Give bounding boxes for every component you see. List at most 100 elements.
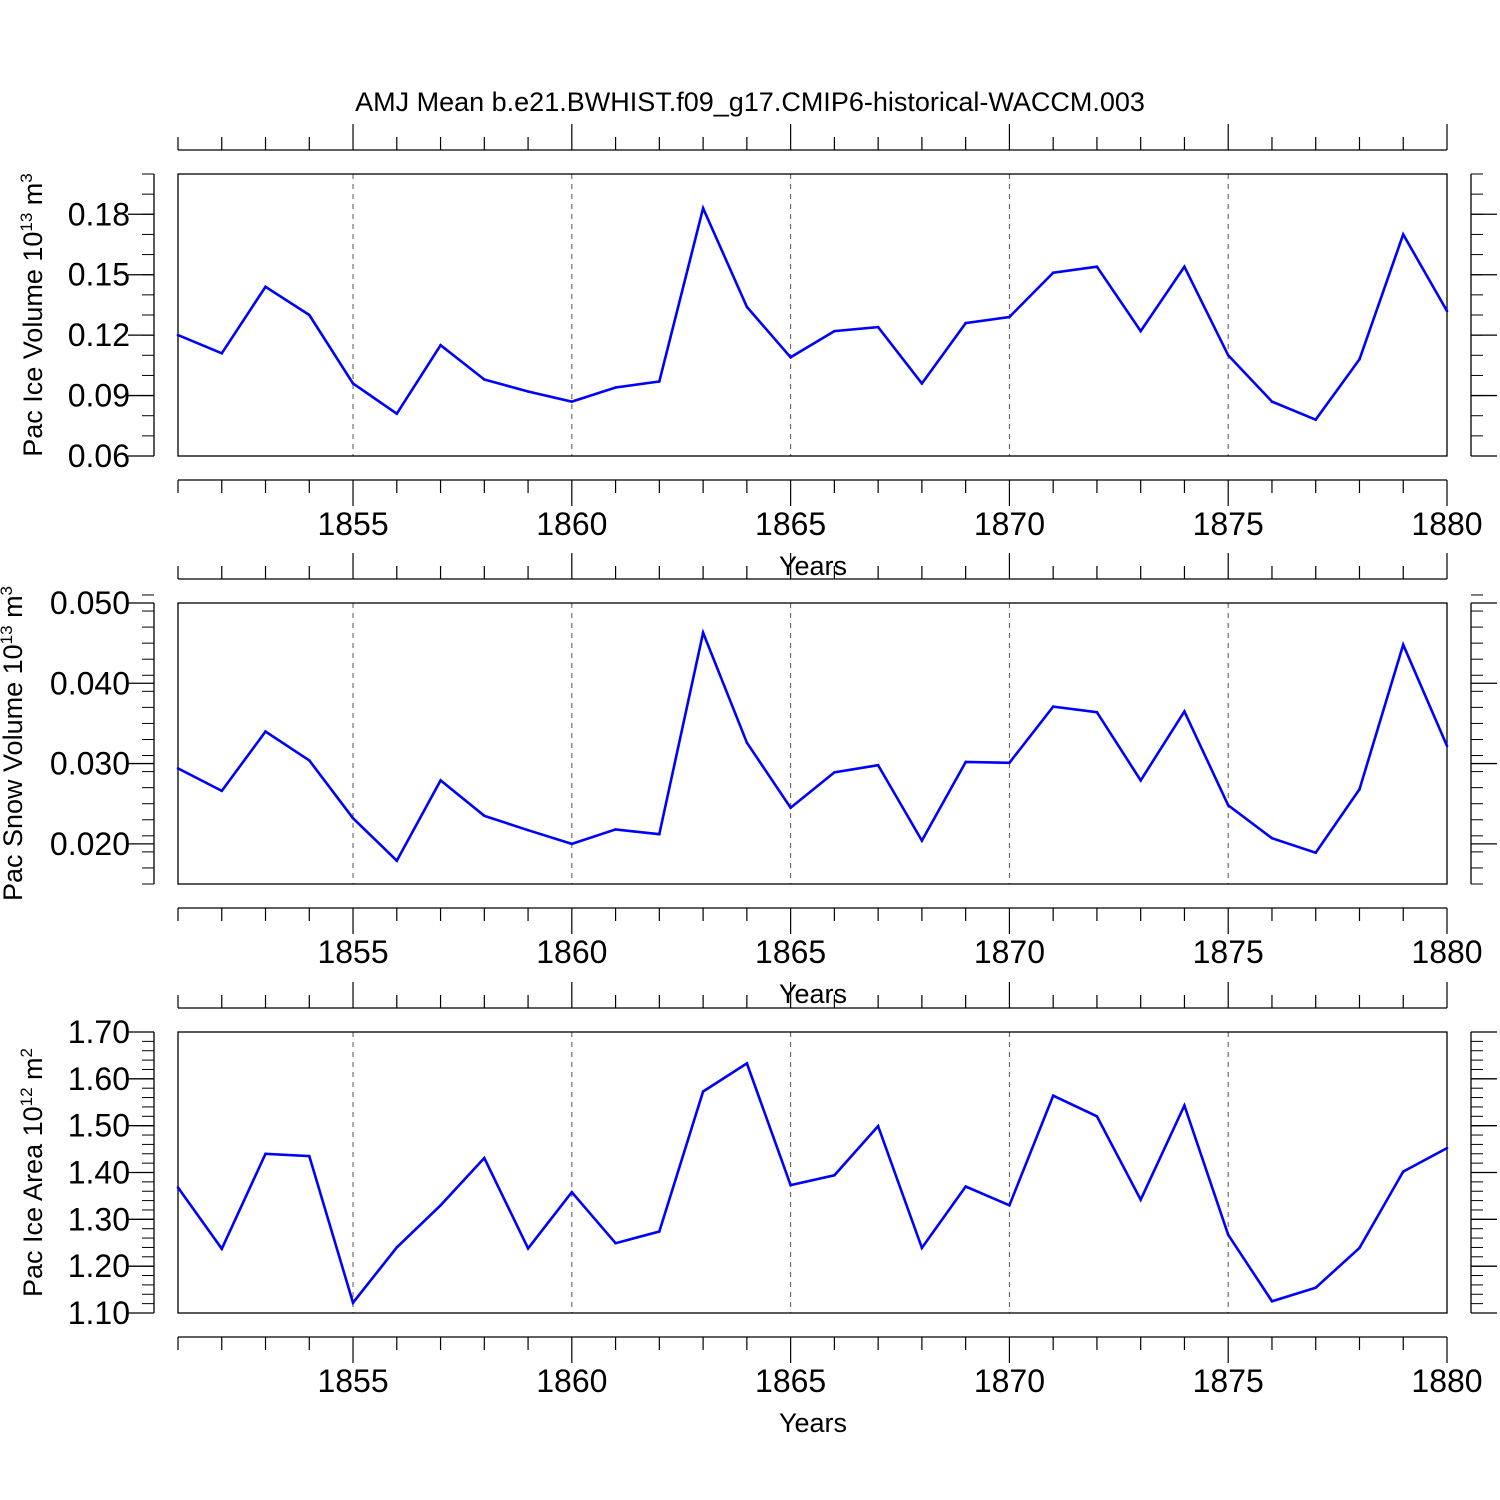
data-point	[1139, 779, 1142, 782]
data-point	[307, 1154, 311, 1158]
data-point	[1445, 1146, 1449, 1150]
data-point	[351, 1301, 355, 1304]
data-point	[1095, 710, 1099, 714]
x-tick-label: 1860	[536, 1363, 607, 1399]
x-axis-label: Years	[779, 551, 847, 581]
data-point	[1226, 1233, 1230, 1237]
panel-pac-snow-volume: 0.020 0.030 0.040 0.050 1855 1860 1865 1870 1875…	[0, 553, 1497, 1009]
data-point	[526, 828, 530, 832]
data-point	[701, 1090, 705, 1093]
data-point	[964, 1185, 967, 1188]
data-point	[701, 206, 705, 210]
data-point	[1445, 309, 1449, 313]
data-point	[176, 333, 180, 337]
data-point	[1008, 315, 1011, 319]
data-point	[1358, 787, 1361, 791]
data-point	[483, 814, 486, 818]
data-point	[1314, 851, 1318, 854]
y-axis-label: Pac Ice Volume 1013 m3	[17, 173, 48, 457]
data-point	[1183, 1104, 1186, 1107]
data-point	[789, 1183, 792, 1187]
y-tick-label: 1.70	[68, 1014, 130, 1050]
data-point	[220, 1247, 224, 1251]
data-point	[1051, 271, 1055, 275]
data-point	[570, 842, 574, 846]
data-point	[1358, 358, 1361, 361]
data-point	[1270, 400, 1274, 403]
data-point	[176, 767, 180, 770]
x-tick-label: 1880	[1411, 1363, 1482, 1399]
data-point	[1401, 233, 1405, 236]
x-tick-label: 1855	[317, 934, 388, 970]
y-tick-label: 0.09	[68, 378, 130, 414]
data-point	[789, 356, 792, 359]
data-point	[220, 351, 224, 355]
panel-pac-ice-area: 1.10 1.20 1.30 1.40 1.50 1.60 1.70 1855 1860 1865…	[17, 982, 1497, 1438]
y-tick-label: 1.50	[68, 1108, 130, 1144]
data-point	[351, 382, 355, 385]
data-point	[1314, 418, 1318, 422]
data-point	[264, 1152, 267, 1156]
data-point	[658, 1230, 661, 1233]
x-tick-label: 1865	[755, 934, 826, 970]
x-tick-label: 1880	[1411, 934, 1482, 970]
data-point	[176, 1186, 180, 1189]
y-tick-label: 1.60	[68, 1061, 130, 1097]
x-tick-label: 1870	[974, 506, 1045, 542]
y-tick-label: 0.12	[68, 317, 130, 353]
data-point	[483, 378, 486, 381]
x-tick-label: 1865	[755, 1363, 826, 1399]
data-point	[1183, 710, 1186, 713]
y-tick-label: 1.40	[68, 1155, 130, 1191]
data-point	[351, 816, 355, 820]
data-point	[526, 1247, 530, 1250]
data-point	[1445, 744, 1449, 748]
x-tick-label: 1860	[536, 934, 607, 970]
data-point	[658, 380, 661, 383]
data-point	[395, 412, 399, 416]
y-tick-label: 0.050	[50, 585, 130, 621]
data-point	[307, 313, 311, 317]
data-point	[920, 1246, 924, 1250]
y-tick-label: 0.15	[68, 257, 130, 293]
data-point	[1139, 329, 1142, 333]
x-tick-label: 1855	[317, 1363, 388, 1399]
data-point	[745, 741, 749, 744]
chart-title: AMJ Mean b.e21.BWHIST.f09_g17.CMIP6-hist…	[355, 87, 1145, 117]
data-point	[220, 789, 224, 793]
data-point	[570, 1190, 574, 1194]
data-point	[1226, 353, 1230, 357]
data-point	[1051, 705, 1055, 708]
data-point	[1095, 265, 1099, 268]
data-point	[745, 1062, 749, 1065]
data-point	[876, 1124, 880, 1128]
data-point	[658, 832, 661, 836]
data-point	[876, 325, 880, 329]
plot-frame	[177, 602, 1448, 885]
data-point	[264, 730, 267, 733]
data-point	[395, 859, 399, 863]
panel-pac-ice-volume: 0.06 0.09 0.12 0.15 0.18 1855 1860 1865 1870 1875…	[17, 124, 1497, 581]
data-point	[1051, 1094, 1055, 1097]
y-tick-label: 0.06	[68, 438, 130, 474]
x-tick-label: 1880	[1411, 506, 1482, 542]
data-point	[920, 382, 924, 385]
data-point	[1226, 804, 1230, 807]
x-tick-label: 1875	[1193, 1363, 1264, 1399]
data-point	[1008, 761, 1011, 765]
x-tick-label: 1875	[1193, 934, 1264, 970]
x-tick-label: 1870	[974, 934, 1045, 970]
data-point	[439, 1203, 442, 1207]
data-point	[1183, 265, 1186, 268]
x-tick-label: 1865	[755, 506, 826, 542]
data-point	[1314, 1286, 1318, 1290]
series-line	[177, 204, 1449, 422]
y-tick-label: 0.040	[50, 665, 130, 701]
data-point	[1358, 1246, 1361, 1250]
data-point	[833, 771, 836, 774]
x-tick-label: 1870	[974, 1363, 1045, 1399]
data-point	[920, 839, 924, 842]
data-point	[1270, 836, 1274, 840]
y-tick-label: 1.10	[68, 1295, 130, 1331]
